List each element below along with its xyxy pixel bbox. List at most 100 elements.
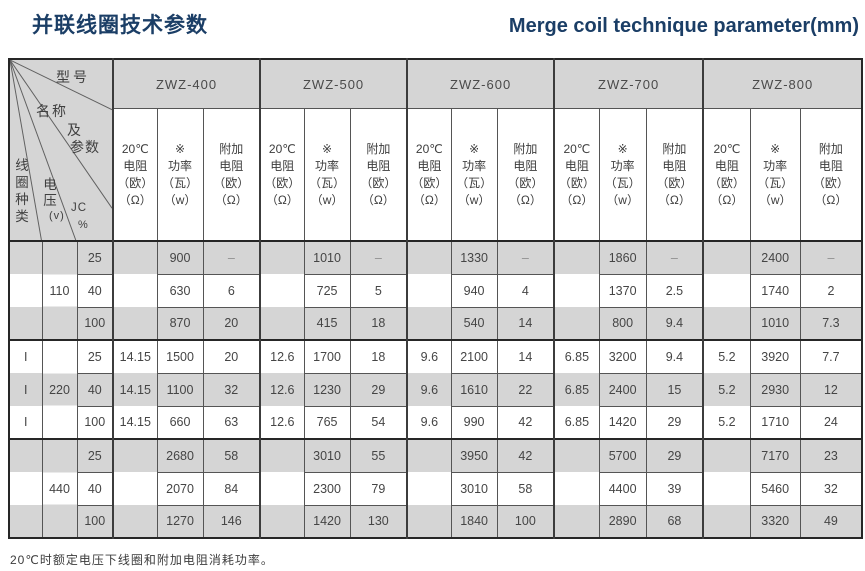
- added-resistance-header: 附加 电阻 （欧） （Ω）: [645, 108, 704, 242]
- added-resistance-cell: 14: [496, 306, 555, 341]
- power-cell: 2300: [303, 471, 351, 506]
- resistance-cell: 6.85: [553, 406, 600, 439]
- table-row: 100 1270 146 1420 130 1840 100 2890 68 3320 49: [8, 504, 863, 539]
- power-cell: 870: [156, 306, 204, 341]
- parameter-table: 型号 名称 及 参数 线圈种类 电压 (v) JC % ZWZ-400 ZWZ-…: [8, 58, 864, 539]
- resistance-header: 20℃ 电阻 （欧） （Ω）: [112, 108, 158, 242]
- resistance-cell: [112, 274, 158, 307]
- footnote: 20℃时额定电压下线圈和附加电阻消耗功率。: [10, 553, 274, 567]
- subheader-line: （Ω）: [560, 192, 594, 207]
- added-resistance-cell: 18: [349, 306, 408, 341]
- corner-label-and: 及: [67, 122, 82, 138]
- added-resistance-cell: 5: [349, 273, 408, 308]
- subheader-line: 附加: [219, 141, 244, 156]
- subheader-line: 电阻: [123, 158, 148, 173]
- power-header: ※ 功率 （瓦） （w）: [450, 108, 498, 242]
- power-cell: 1010: [303, 240, 351, 275]
- voltage-cell: 110: [41, 240, 78, 341]
- table-row: I 220 25 14.15 1500 20 12.6 1700 18 9.6 2100 14 6.85…: [8, 339, 863, 440]
- power-cell: 1230: [303, 372, 351, 407]
- subheader-line: （欧）: [117, 175, 154, 190]
- subheader-line: 电阻: [564, 158, 589, 173]
- corner-label-voltage-unit: (v): [49, 210, 65, 222]
- power-cell: 3320: [749, 504, 801, 539]
- added-resistance-cell: 42: [496, 405, 555, 440]
- resistance-cell: 6.85: [553, 373, 600, 406]
- resistance-cell: 14.15: [112, 339, 158, 373]
- subheader-line: 电阻: [219, 158, 244, 173]
- added-resistance-cell: 20: [202, 339, 261, 374]
- table-row: 40 2070 84 2300 79 3010 58 4400 39 5460 32: [8, 471, 863, 506]
- table-row: 40 630 6 725 5 940 4 1370 2.5 1740 2: [8, 273, 863, 308]
- corner-label-coil-type: 线圈种类: [15, 158, 30, 224]
- resistance-header: 20℃ 电阻 （欧） （Ω）: [259, 108, 305, 242]
- resistance-cell: [553, 240, 600, 274]
- power-cell: 540: [450, 306, 498, 341]
- subheader-line: ※: [617, 141, 628, 156]
- resistance-cell: [553, 438, 600, 472]
- resistance-cell: [112, 472, 158, 505]
- power-cell: 1840: [450, 504, 498, 539]
- jc-cell: 25: [76, 240, 114, 275]
- resistance-cell: [702, 307, 751, 340]
- table-row: 100 870 20 415 18 540 14 800 9.4 1010 7.3: [8, 306, 863, 341]
- power-header: ※ 功率 （瓦） （w）: [303, 108, 351, 242]
- subheader-line: （欧）: [213, 175, 250, 190]
- added-resistance-cell: –: [645, 240, 704, 275]
- subheader-line: （欧）: [812, 175, 849, 190]
- resistance-cell: [259, 505, 305, 538]
- power-cell: 1860: [598, 240, 647, 275]
- added-resistance-cell: 2.5: [645, 273, 704, 308]
- subheader-line: 20℃: [713, 141, 741, 156]
- resistance-cell: [112, 240, 158, 274]
- added-resistance-cell: 7.3: [799, 306, 863, 341]
- power-cell: 2400: [598, 372, 647, 407]
- sub-header-row: 20℃ 电阻 （欧） （Ω） ※ 功率 （瓦） （w） 附加 电阻 （欧） （Ω） 20℃ 电阻 （欧） （Ω…: [9, 108, 863, 242]
- power-cell: 900: [156, 240, 204, 275]
- added-resistance-cell: 58: [202, 438, 261, 473]
- subheader-line: 电阻: [818, 158, 843, 173]
- coil-type-cell: I: [8, 373, 43, 406]
- added-resistance-cell: 6: [202, 273, 261, 308]
- subheader-line: （欧）: [558, 175, 595, 190]
- resistance-cell: 14.15: [112, 373, 158, 406]
- subheader-line: 功率: [610, 158, 635, 173]
- coil-type-cell: [8, 472, 43, 505]
- group-header-zwz500: ZWZ-500: [259, 58, 408, 109]
- coil-type-cell: I: [8, 406, 43, 439]
- added-resistance-cell: 42: [496, 438, 555, 473]
- power-cell: 1010: [749, 306, 801, 341]
- added-resistance-cell: 15: [645, 372, 704, 407]
- subheader-line: 功率: [763, 158, 788, 173]
- subheader-line: （瓦）: [604, 175, 641, 190]
- resistance-cell: [259, 472, 305, 505]
- group-header-zwz700: ZWZ-700: [553, 58, 704, 109]
- subheader-line: （Ω）: [814, 192, 848, 207]
- page-title-chinese: 并联线圈技术参数: [32, 14, 208, 37]
- resistance-cell: [702, 438, 751, 472]
- power-cell: 2070: [156, 471, 204, 506]
- resistance-cell: [406, 307, 452, 340]
- added-resistance-cell: –: [202, 240, 261, 275]
- added-resistance-cell: 32: [799, 471, 863, 506]
- added-resistance-cell: 55: [349, 438, 408, 473]
- jc-cell: 40: [76, 372, 114, 407]
- power-cell: 660: [156, 405, 204, 440]
- corner-label-jc: JC: [71, 202, 88, 214]
- power-cell: 1700: [303, 339, 351, 374]
- power-cell: 3950: [450, 438, 498, 473]
- added-resistance-cell: 29: [349, 372, 408, 407]
- subheader-line: 电阻: [417, 158, 442, 173]
- power-cell: 1420: [303, 504, 351, 539]
- added-resistance-cell: 68: [645, 504, 704, 539]
- resistance-cell: [553, 274, 600, 307]
- added-resistance-cell: 29: [645, 405, 704, 440]
- power-cell: 5700: [598, 438, 647, 473]
- voltage-cell: 220: [41, 339, 78, 440]
- subheader-line: （w）: [758, 192, 792, 207]
- added-resistance-cell: –: [349, 240, 408, 275]
- resistance-cell: [702, 472, 751, 505]
- resistance-header: 20℃ 电阻 （欧） （Ω）: [406, 108, 452, 242]
- subheader-line: （瓦）: [162, 175, 199, 190]
- table-row: I 40 14.15 1100 32 12.6 1230 29 9.6 1610 22 6.85 240…: [8, 372, 863, 407]
